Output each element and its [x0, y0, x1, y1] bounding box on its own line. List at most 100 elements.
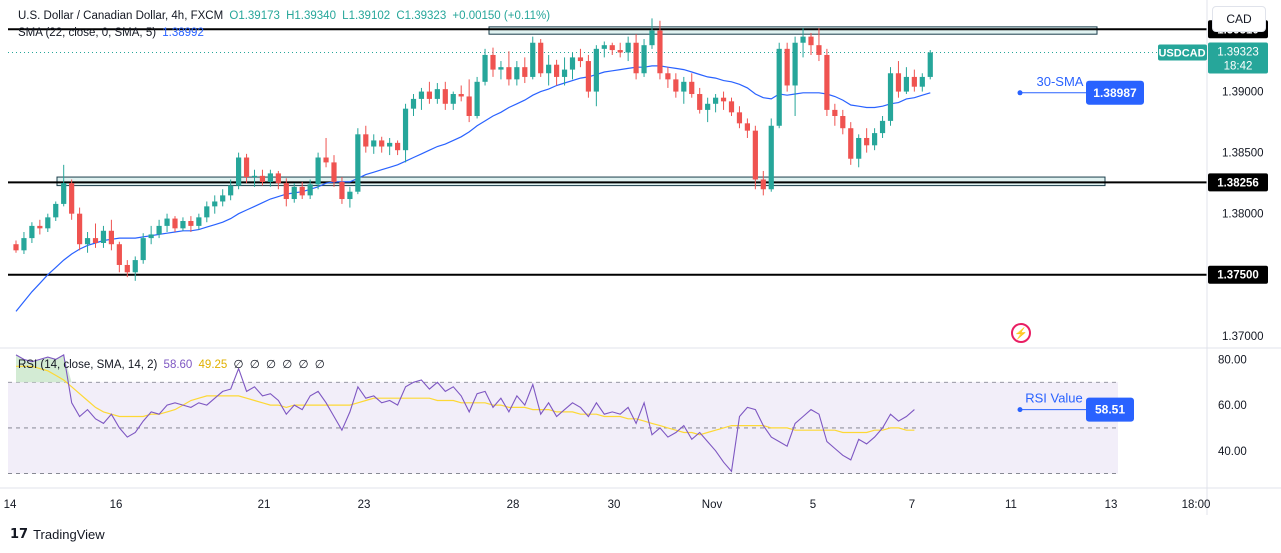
candle-body — [482, 54, 488, 82]
candle-body — [887, 73, 894, 121]
candle — [720, 91, 727, 110]
candle-body — [538, 42, 544, 74]
candle — [196, 213, 202, 230]
candle — [395, 140, 401, 156]
candle-body — [848, 128, 854, 159]
candle-body — [84, 238, 91, 245]
candle — [657, 20, 663, 80]
sma-legend[interactable]: SMA (22, close, 0, SMA, 5) 1.38992 — [18, 27, 207, 39]
candle-body — [29, 225, 35, 239]
candle — [259, 169, 266, 186]
rsi-placeholder-4: ∅ — [282, 359, 293, 371]
candle — [919, 73, 925, 92]
candle-body — [140, 238, 146, 261]
candle-body — [37, 225, 43, 229]
candle-body — [180, 221, 186, 229]
candle-body — [267, 173, 273, 182]
candle-body — [713, 97, 719, 104]
candle — [474, 76, 480, 119]
candle-body — [275, 173, 281, 184]
candle — [617, 42, 623, 58]
candle — [561, 57, 568, 86]
candle — [864, 128, 870, 153]
candle-body — [466, 96, 472, 116]
rsi-value-text: 58.51 — [1095, 403, 1125, 417]
candle — [267, 169, 273, 187]
candle-body — [116, 244, 122, 265]
candle-body — [585, 61, 591, 92]
candle — [331, 155, 337, 187]
candle — [108, 219, 114, 251]
rsi-value-box — [1086, 397, 1134, 422]
candle — [601, 41, 607, 58]
sma-value-box — [1086, 80, 1144, 105]
candle — [816, 28, 822, 62]
candle — [585, 54, 591, 98]
candle-body — [45, 217, 51, 229]
ohlc-open: O1.39173 — [229, 10, 280, 22]
candle — [188, 216, 194, 232]
candle — [363, 125, 369, 153]
candle-body — [243, 157, 250, 178]
lightning-icon[interactable]: ⚡ — [1011, 323, 1031, 343]
candle-body — [379, 140, 385, 147]
candle-body — [903, 76, 909, 92]
candle-body — [697, 94, 703, 110]
candle — [530, 36, 536, 80]
candle-body — [13, 244, 19, 251]
candle-body — [752, 130, 758, 180]
candle — [872, 128, 878, 151]
candle-body — [69, 183, 75, 214]
candle — [21, 232, 27, 254]
candle-body — [832, 109, 838, 116]
axes-layer: 1.39000 1.38500 1.38000 1.37000 14 16 21 23 28 30… — [0, 0, 1281, 515]
candle — [132, 256, 138, 281]
price-tick-label: 1.38000 — [1222, 209, 1264, 221]
candle — [220, 189, 226, 207]
rsi-placeholder-6: ∅ — [314, 359, 325, 371]
candle — [768, 118, 774, 192]
candle — [593, 45, 599, 107]
candle-body — [395, 142, 401, 151]
candle — [124, 260, 130, 278]
rsi-pane[interactable]: 80.00 60.00 40.00 RSI Value 58.51 — [8, 354, 1247, 474]
candle-body — [228, 185, 234, 196]
tradingview-branding[interactable]: 17 TradingView — [10, 527, 105, 542]
rsi-tick-label: 40.00 — [1218, 446, 1247, 458]
candle-body — [736, 112, 743, 124]
rsi-line — [15, 354, 915, 473]
candle — [77, 207, 83, 251]
candle — [800, 28, 806, 58]
candle — [434, 83, 440, 104]
candle-body — [77, 213, 83, 245]
candle — [808, 32, 814, 55]
rsi-legend[interactable]: RSI (14, close, SMA, 14, 2) 58.60 49.25 … — [18, 357, 328, 371]
candle — [379, 136, 385, 153]
candle — [243, 153, 250, 184]
candle — [37, 219, 43, 235]
time-tick-label: 28 — [507, 499, 520, 511]
rsi-annotation-text: RSI Value — [1025, 391, 1083, 406]
candle — [482, 48, 488, 86]
candle-body — [188, 221, 194, 226]
candle — [355, 128, 361, 195]
candle — [514, 61, 520, 86]
candle-body — [673, 79, 679, 92]
candle — [633, 34, 639, 80]
candle-body — [355, 134, 361, 192]
currency-button[interactable]: CAD — [1212, 6, 1266, 32]
candle — [649, 18, 655, 49]
time-tick-label: 30 — [608, 499, 621, 511]
time-tick-label: 7 — [909, 499, 915, 511]
candle — [236, 152, 242, 190]
price-tick-label: 1.37000 — [1222, 331, 1264, 343]
candle-body — [410, 98, 417, 109]
candle — [546, 54, 552, 86]
candle — [442, 81, 448, 110]
candle — [887, 67, 894, 126]
candle — [879, 116, 886, 138]
candle-body — [824, 54, 830, 110]
candle — [53, 201, 59, 222]
candle — [824, 48, 830, 116]
candle — [13, 240, 19, 253]
